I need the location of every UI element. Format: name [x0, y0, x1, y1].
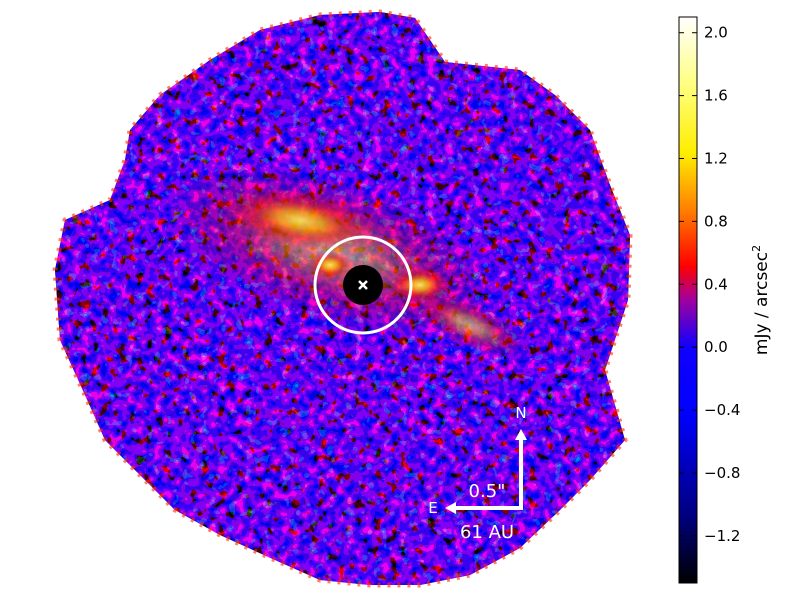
disk-emission-sw: [414, 292, 526, 358]
colorbar-gradient: [678, 16, 698, 584]
image-panel: N E 0.5" 61 AU: [40, 0, 650, 600]
inner-working-angle-circle: [313, 235, 413, 335]
colorbar-tick-label: 1.6: [704, 87, 728, 105]
compass-east-label: E: [428, 499, 437, 517]
colorbar-ticks: 2.0 1.6 1.2 0.8 0.4 0.0 −0.4 −0.8 −1.2: [679, 24, 740, 545]
colorbar-tick-label: 2.0: [704, 24, 728, 42]
colorbar-tick-label: 0.0: [704, 338, 728, 356]
scale-bar-physical-label: 61 AU: [460, 522, 514, 543]
colorbar-tick-label: 1.2: [704, 150, 728, 168]
colorbar-tick-label: −1.2: [704, 527, 740, 545]
compass-north-label: N: [515, 404, 526, 422]
disk-emission-ne: [225, 189, 375, 251]
colorbar-tick-label: 0.4: [704, 275, 728, 293]
field-of-view: [55, 12, 630, 585]
colorbar: 2.0 1.6 1.2 0.8 0.4 0.0 −0.4 −0.8 −1.2 mJy / arc…: [678, 16, 772, 584]
disk-emission-bright-east: [308, 251, 352, 279]
colorbar-tick-label: −0.8: [704, 464, 740, 482]
colorbar-tick-label: 0.8: [704, 212, 728, 230]
north-arrow-icon: [515, 429, 527, 440]
east-arrow-icon: [445, 502, 456, 514]
colorbar-label: mJy / arcsec2: [750, 245, 772, 355]
colorbar-tick-label: −0.4: [704, 401, 740, 419]
disk-emission-bright-west: [390, 267, 450, 303]
star-marker-icon: [358, 280, 368, 290]
compass: N E: [428, 404, 527, 517]
scale-bar-angular-label: 0.5": [469, 481, 506, 502]
